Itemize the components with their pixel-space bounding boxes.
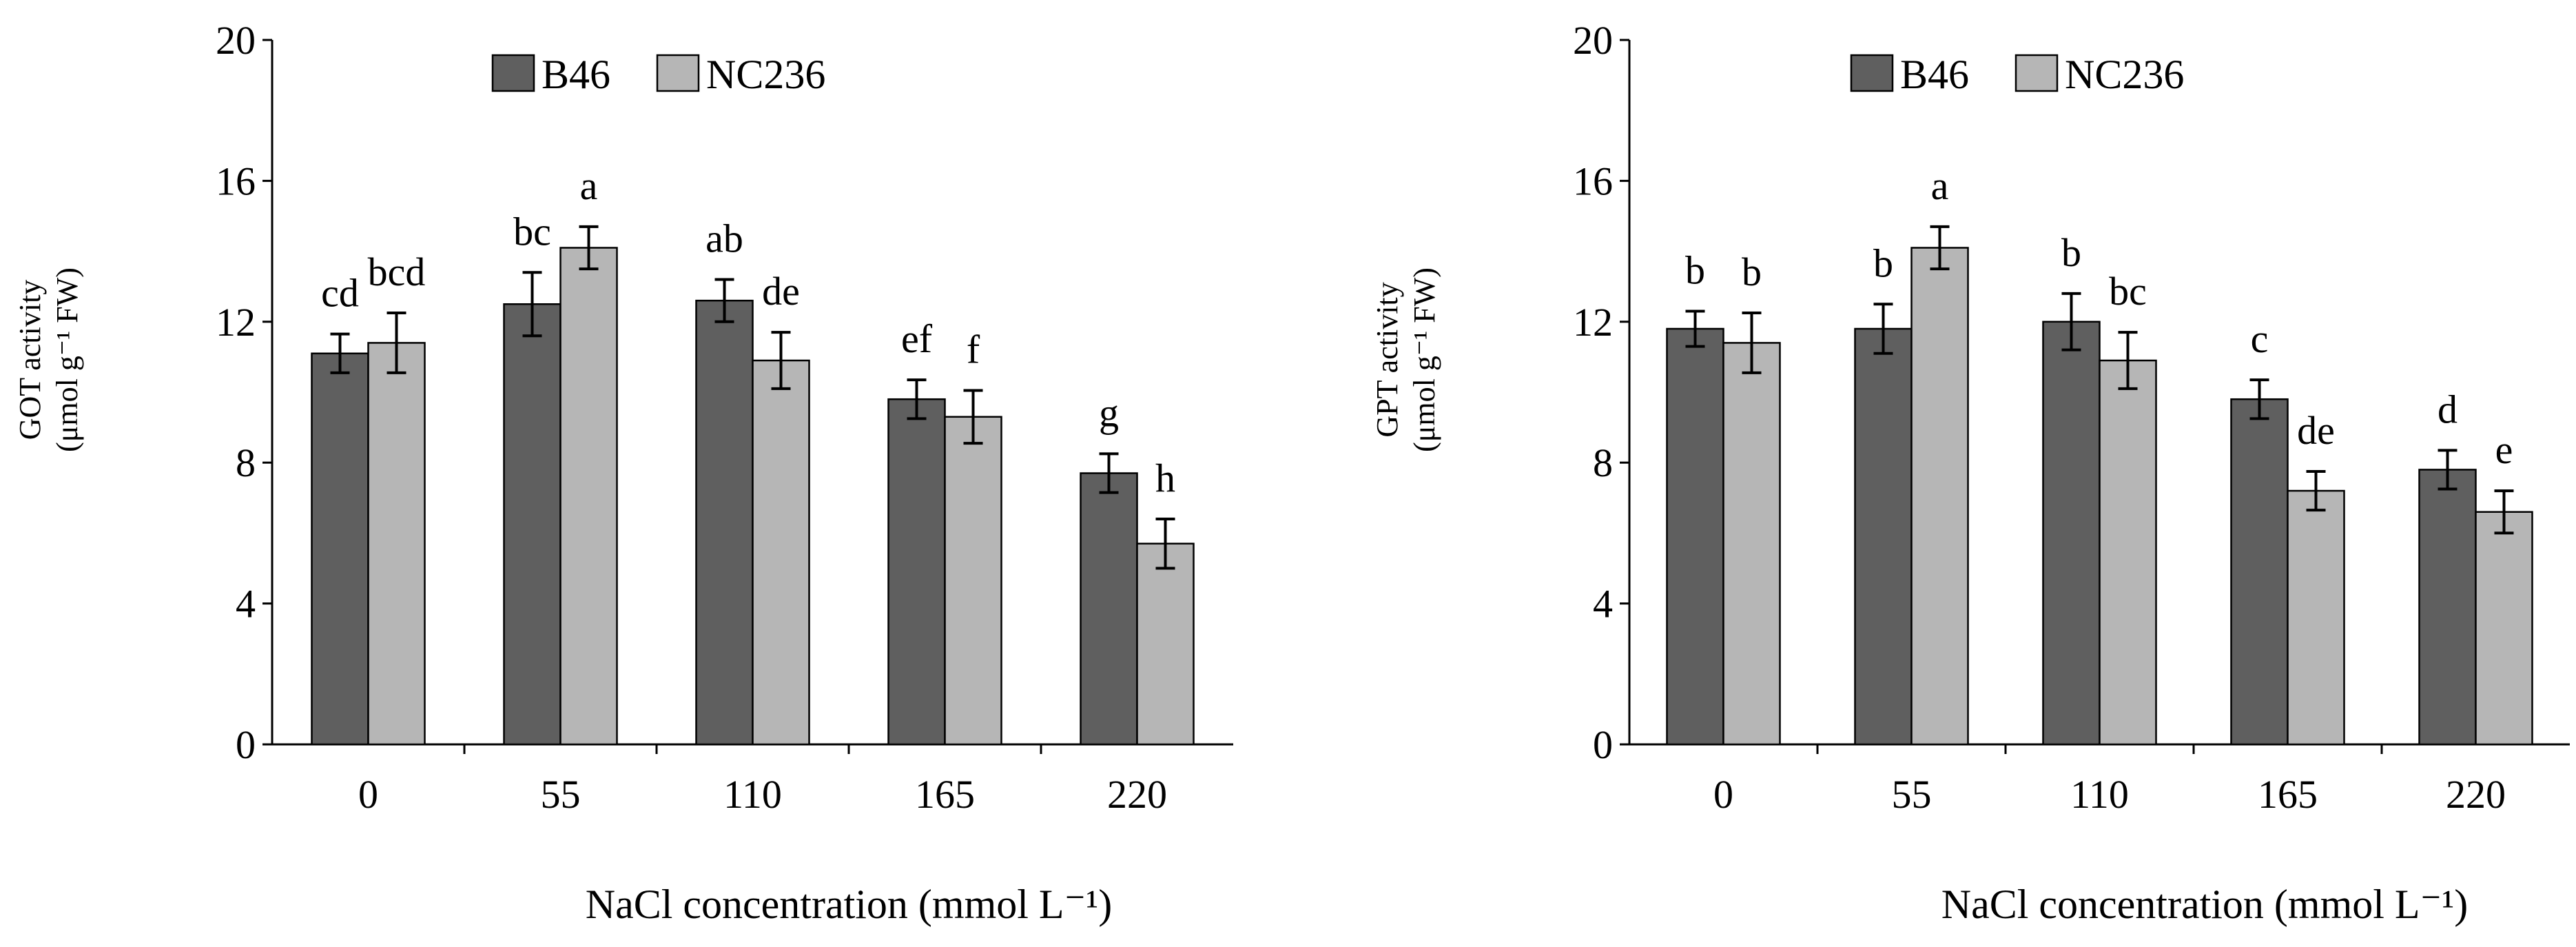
y-axis-title-line1: GOT activity [13,280,47,440]
bar-nc236 [2287,489,2345,746]
y-tick-label: 20 [1573,18,1613,63]
y-axis-title-line1: GPT activity [1370,282,1404,437]
bar-nc236 [1722,342,1781,746]
y-axis-title-line2: (μmol g⁻¹ FW) [50,267,84,452]
y-tick-label: 16 [1573,159,1613,203]
x-tick-label: 220 [2446,772,2506,817]
bar-b46 [887,398,946,746]
significance-letter: b [1742,250,1762,294]
bar-b46 [503,303,561,746]
x-tick-label: 165 [2258,772,2318,817]
significance-letter: ab [705,216,743,261]
x-tick-label: 0 [1713,772,1733,817]
bar-nc236 [2475,511,2533,746]
significance-letter: cd [321,271,359,316]
bar-nc236 [559,247,618,746]
legend-label-b46: B46 [1900,52,1969,97]
y-tick-label: 0 [1593,722,1613,767]
significance-letter: a [1931,163,1949,208]
y-tick-label: 4 [1593,582,1613,627]
y-tick-label: 8 [1593,440,1613,485]
legend: B46 NC236 [491,52,825,97]
x-tick-label: 55 [1892,772,1932,817]
y-tick-label: 8 [236,440,256,485]
significance-letter: de [2297,408,2335,453]
significance-letter: b [1873,241,1893,285]
significance-letter: ef [901,316,933,361]
bar-b46 [2418,469,2477,746]
bar-nc236 [367,342,426,746]
x-tick-label: 0 [358,772,378,817]
y-tick-label: 12 [1573,300,1613,345]
significance-letter: e [2495,427,2513,472]
x-tick-label: 220 [1107,772,1167,817]
y-tick-label: 16 [216,159,256,203]
y-tick-label: 0 [236,722,256,767]
y-axis-title-line2: (μmol g⁻¹ FW) [1408,267,1441,452]
x-axis-title: NaCl concentration (mmol L⁻¹) [1941,882,2468,927]
legend: B46 NC236 [1850,52,2184,97]
x-tick-label: 165 [915,772,975,817]
bar-nc236 [2099,359,2157,746]
y-tick-label: 20 [216,18,256,63]
x-tick-label: 55 [541,772,581,817]
bar-b46 [1080,472,1138,746]
bar-nc236 [1136,542,1195,746]
significance-letter: b [2061,230,2081,275]
legend-swatch-b46 [491,54,535,92]
significance-letter: h [1155,456,1175,500]
significance-letter: c [2251,316,2269,361]
legend-label-nc236: NC236 [2065,52,2184,97]
significance-letter: de [762,269,800,314]
y-tick-label: 12 [216,300,256,345]
significance-letter: f [967,327,980,371]
bar-nc236 [944,416,1002,746]
x-tick-label: 110 [2070,772,2129,817]
y-tick-label: 4 [236,582,256,627]
bar-b46 [2042,320,2101,746]
significance-letter: g [1099,390,1119,435]
significance-letter: bc [2109,269,2147,314]
legend-label-b46: B46 [542,52,610,97]
significance-letter: bc [513,209,551,254]
gpt-chart-panel: GPT activity (μmol g⁻¹ FW) NaCl concentr… [1370,18,2570,927]
bar-b46 [1666,327,1724,746]
legend-swatch-nc236 [656,54,700,92]
bar-b46 [1854,327,1913,746]
legend-swatch-nc236 [2015,54,2059,92]
significance-letter: d [2438,387,2457,431]
bar-b46 [695,299,754,746]
significance-letter: a [580,163,598,208]
significance-letter: bcd [368,250,426,294]
got-chart-panel: GOT activity (μmol g⁻¹ FW) NaCl concentr… [13,18,1233,927]
bar-b46 [311,352,369,746]
legend-swatch-b46 [1850,54,1894,92]
bar-nc236 [752,359,810,746]
bar-nc236 [1910,247,1969,746]
legend-label-nc236: NC236 [706,52,825,97]
significance-letter: b [1685,247,1705,292]
x-tick-label: 110 [723,772,782,817]
x-axis-title: NaCl concentration (mmol L⁻¹) [586,882,1112,927]
bar-b46 [2230,398,2289,746]
